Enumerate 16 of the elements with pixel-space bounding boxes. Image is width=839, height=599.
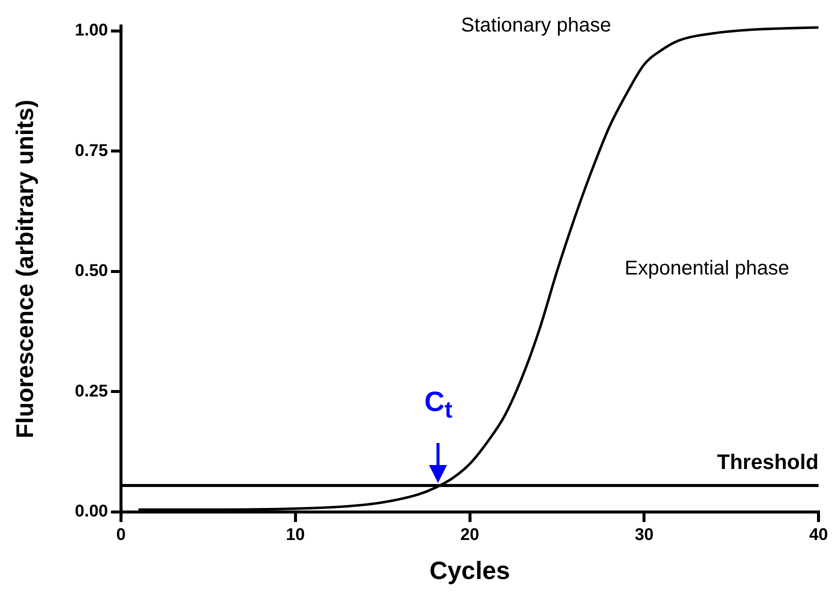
x-axis-title: Cycles (429, 556, 510, 585)
y-tick-label: 0.25 (74, 381, 108, 400)
x-tick-label: 10 (286, 524, 305, 544)
x-tick-label: 40 (809, 524, 828, 544)
y-tick-label: 0.75 (74, 140, 108, 160)
ref-line-label: Threshold (717, 450, 819, 474)
annotation: Stationary phase (460, 14, 612, 37)
x-tick-label: 0 (116, 524, 126, 544)
y-axis-title: Fluorescence (arbitrary units) (12, 100, 40, 438)
x-tick-label: 20 (460, 524, 480, 544)
x-tick-label: 30 (634, 524, 654, 544)
annotation: C$_{t}$ (423, 386, 454, 424)
annotation: Exponential phase (624, 258, 790, 280)
y-tick-label: 0.50 (74, 261, 108, 280)
y-tick-label: 1.00 (74, 20, 108, 40)
y-tick-label: 0.00 (74, 502, 108, 521)
